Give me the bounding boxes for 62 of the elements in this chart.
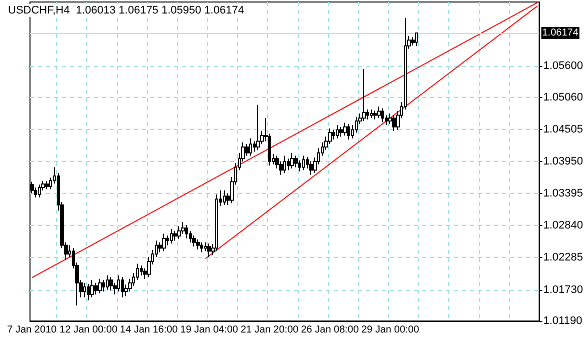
candlestick (302, 155, 305, 171)
candlestick (377, 106, 381, 119)
candlestick (370, 108, 373, 119)
y-tick-label: 1.01730 (543, 284, 584, 296)
candlestick (200, 242, 203, 253)
candlestick (347, 123, 350, 140)
candlestick (109, 276, 113, 291)
candlestick (90, 279, 94, 298)
chart-title: USDCHF,H4 1.06013 1.06175 1.05950 1.06174 (8, 4, 244, 16)
candlestick (192, 234, 196, 247)
candlestick (339, 126, 343, 138)
candlestick (411, 36, 415, 46)
candlestick (362, 68, 366, 122)
y-tick-label: 1.02840 (543, 220, 584, 232)
candlestick (381, 108, 384, 123)
candlestick (207, 243, 211, 258)
y-tick-label: 1.02285 (543, 252, 584, 264)
candlestick (196, 239, 200, 250)
x-tick-label: 26 Jan 08:00 (300, 324, 360, 336)
candlestick (215, 194, 218, 252)
ref-line-label: 1.06174 (542, 27, 579, 38)
y-tick-label: 1.03950 (543, 156, 584, 168)
candlestick (94, 282, 98, 295)
candlestick (332, 129, 335, 140)
candlestick (121, 276, 124, 298)
x-tick-label: 21 Jan 20:00 (240, 324, 299, 336)
candlestick (38, 184, 41, 198)
y-tick-label: 1.04505 (543, 123, 584, 136)
candlestick (140, 265, 143, 276)
candlestick (170, 228, 173, 244)
candlestick (106, 274, 109, 290)
candlestick (373, 110, 377, 120)
candlestick (173, 230, 177, 242)
candlestick (290, 152, 294, 169)
candlestick (283, 155, 286, 174)
x-tick-label: 14 Jan 16:00 (120, 324, 178, 336)
candlestick (343, 122, 347, 136)
y-tick-label: 1.05600 (543, 60, 584, 72)
candlestick (256, 104, 260, 150)
x-tick-label: 12 Jan 00:00 (60, 324, 118, 336)
candlestick (83, 282, 86, 298)
x-tick-label: 29 Jan 00:00 (361, 324, 420, 336)
candlestick (45, 180, 49, 190)
candlestick (392, 114, 396, 132)
candlestick (223, 190, 226, 206)
candlestick (298, 160, 301, 172)
x-tick-label: 7 Jan 2010 (7, 324, 58, 336)
x-tick-label: 19 Jan 04:00 (180, 324, 239, 336)
candlestick (177, 226, 181, 240)
y-tick-label: 1.03395 (543, 188, 584, 200)
candlestick (294, 155, 298, 168)
candlestick (185, 224, 188, 239)
candlestick (162, 233, 166, 252)
candlestick (249, 138, 252, 156)
candlestick (415, 32, 418, 46)
candlestick (309, 161, 313, 176)
candlestick (98, 278, 102, 294)
candlestick (336, 124, 339, 139)
candlestick (102, 279, 105, 292)
y-tick-label: 1.01190 (543, 315, 582, 327)
candlestick (87, 284, 90, 301)
y-tick-label: 1.05060 (543, 91, 584, 104)
